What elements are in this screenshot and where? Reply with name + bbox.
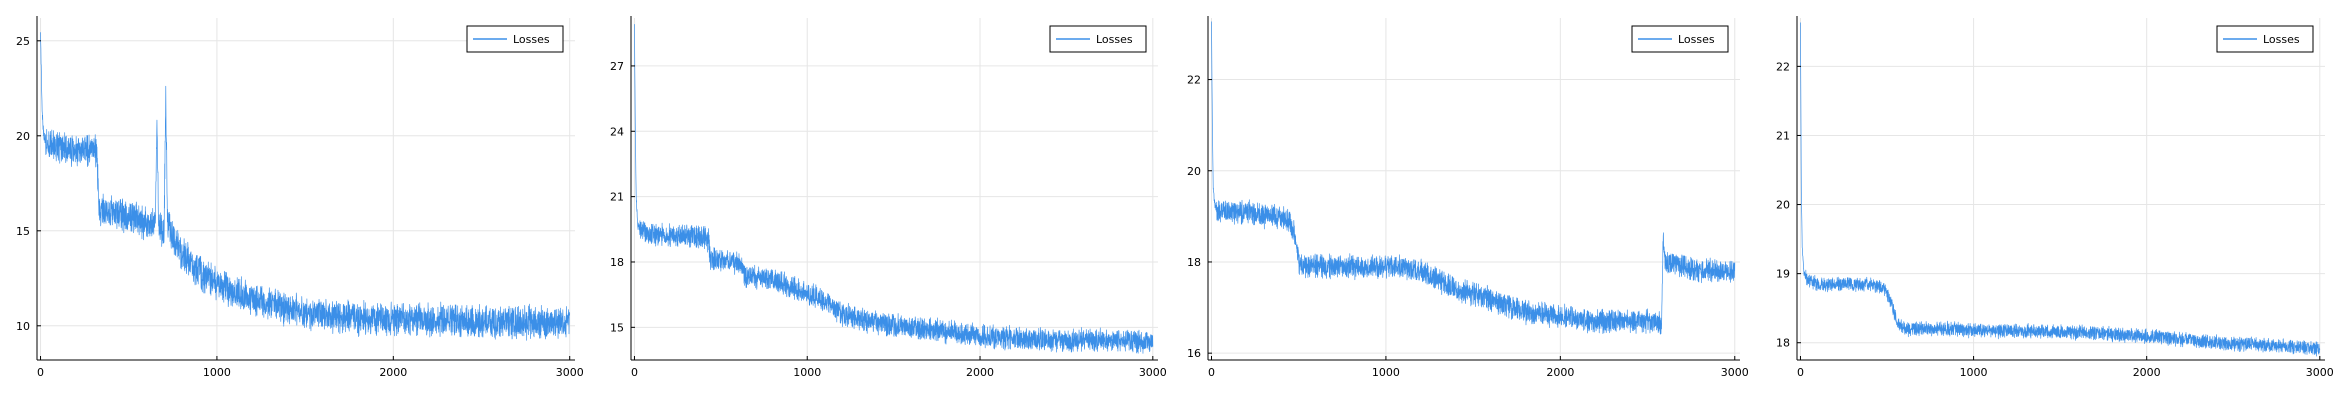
y-tick-label: 21 [1776, 129, 1790, 142]
x-tick-label: 0 [631, 366, 638, 379]
y-tick-label: 18 [1187, 256, 1201, 269]
legend: Losses [466, 25, 564, 53]
legend-box [466, 25, 564, 53]
y-tick-label: 15 [610, 321, 624, 334]
legend-box [2216, 25, 2314, 53]
y-tick-label: 16 [1187, 347, 1201, 360]
losses-series-line [1800, 22, 2321, 357]
y-tick-label: 18 [610, 256, 624, 269]
y-tick-label: 22 [1187, 74, 1201, 87]
x-tick-label: 0 [1797, 366, 1804, 379]
x-tick-label: 3000 [2306, 366, 2334, 379]
legend-label: Losses [513, 33, 550, 46]
chart-panel-1: 0 1000 2000 3000 10 15 20 25 Losses [16, 16, 584, 379]
y-tick-label: 15 [16, 225, 30, 238]
x-tick-label: 2000 [966, 366, 994, 379]
x-tick-label: 1000 [793, 366, 821, 379]
x-tick-label: 1000 [203, 366, 231, 379]
y-tick-label: 24 [610, 125, 624, 138]
legend-label: Losses [2263, 33, 2300, 46]
y-tick-label: 18 [1776, 337, 1790, 350]
legend-label: Losses [1678, 33, 1715, 46]
losses-series-line [1211, 21, 1736, 335]
legend-label: Losses [1096, 33, 1133, 46]
x-tick-label: 3000 [1139, 366, 1167, 379]
x-tick-label: 1000 [1372, 366, 1400, 379]
y-tick-label: 20 [1187, 165, 1201, 178]
losses-series-line [634, 24, 1154, 354]
x-tick-label: 2000 [2133, 366, 2161, 379]
legend: Losses [1049, 25, 1147, 53]
chart-panel-2: 0 1000 2000 3000 15 18 21 24 27 Losses [610, 16, 1167, 379]
legend: Losses [1631, 25, 1729, 53]
y-tick-label: 10 [16, 320, 30, 333]
y-tick-label: 19 [1776, 268, 1790, 281]
chart-panel-4: 0 1000 2000 3000 18 19 20 21 22 Losses [1776, 16, 2334, 379]
legend: Losses [2216, 25, 2314, 53]
x-tick-label: 0 [37, 366, 44, 379]
x-tick-label: 3000 [556, 366, 584, 379]
y-tick-label: 27 [610, 60, 624, 73]
y-tick-label: 21 [610, 191, 624, 204]
x-tick-label: 2000 [1546, 366, 1574, 379]
y-tick-label: 20 [16, 130, 30, 143]
losses-series-line [40, 32, 571, 341]
y-tick-label: 20 [1776, 199, 1790, 212]
x-tick-label: 3000 [1721, 366, 1749, 379]
x-tick-label: 1000 [1960, 366, 1988, 379]
y-tick-label: 25 [16, 35, 30, 48]
x-tick-label: 2000 [379, 366, 407, 379]
chart-panel-3: 0 1000 2000 3000 16 18 20 22 Losses [1187, 16, 1749, 379]
x-tick-label: 0 [1208, 366, 1215, 379]
y-tick-label: 22 [1776, 60, 1790, 73]
